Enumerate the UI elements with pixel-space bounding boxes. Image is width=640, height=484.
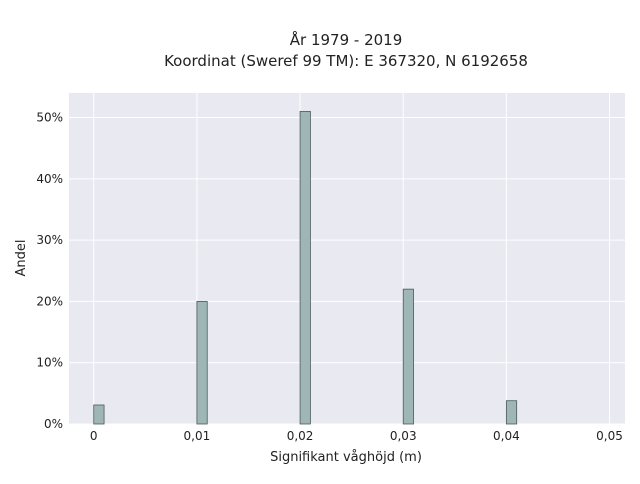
histogram-bar [93,404,105,425]
x-tick-label: 0,05 [596,429,623,443]
y-tick-label: 0% [44,417,63,431]
x-tick-label: 0 [90,429,98,443]
y-tick-label: 50% [36,111,63,125]
chart-title-line-2: Koordinat (Sweref 99 TM): E 367320, N 61… [164,52,528,70]
histogram-bar [402,288,414,425]
x-tick-labels: 0 0,01 0,02 0,03 0,04 0,05 [90,429,623,443]
x-tick-label: 0,01 [184,429,211,443]
y-tick-label: 30% [36,233,63,247]
y-tick-label: 20% [36,294,63,308]
histogram-bar [196,301,208,425]
histogram-bar [505,400,518,425]
bars [93,110,518,425]
y-tick-labels: 0% 10% 20% 30% 40% 50% [36,111,63,431]
x-tick-label: 0,03 [390,429,417,443]
plot-area [69,93,625,424]
x-axis-label: Signifikant våghöjd (m) [270,450,422,465]
x-tick-label: 0,04 [493,429,520,443]
chart-title-line-1: År 1979 - 2019 [290,30,403,49]
y-tick-label: 40% [36,172,63,186]
y-tick-label: 10% [36,356,63,370]
histogram-bar [299,110,311,425]
x-tick-label: 0,02 [287,429,314,443]
y-axis-label: Andel [14,240,29,277]
